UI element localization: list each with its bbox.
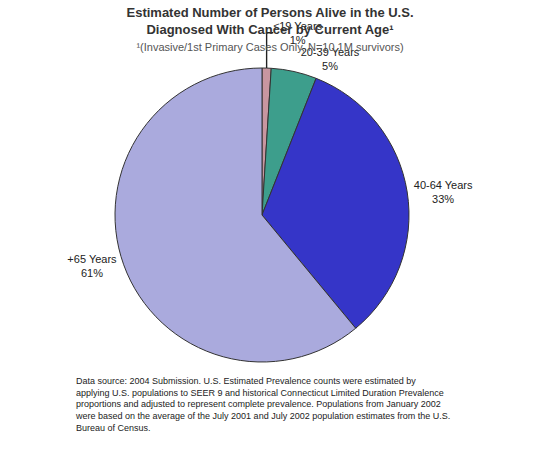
svg-text:≤19 Years1%: ≤19 Years1% xyxy=(273,20,322,46)
svg-text:+65 Years61%: +65 Years61% xyxy=(67,253,117,279)
svg-text:Estimated Number of Persons Al: Estimated Number of Persons Alive in the… xyxy=(126,5,413,53)
svg-text:20-39 Years5%: 20-39 Years5% xyxy=(301,46,360,72)
svg-text:40-64 Years33%: 40-64 Years33% xyxy=(414,179,473,205)
svg-text:Data source: 2004 Submission.: Data source: 2004 Submission. U.S. Estim… xyxy=(75,376,450,433)
